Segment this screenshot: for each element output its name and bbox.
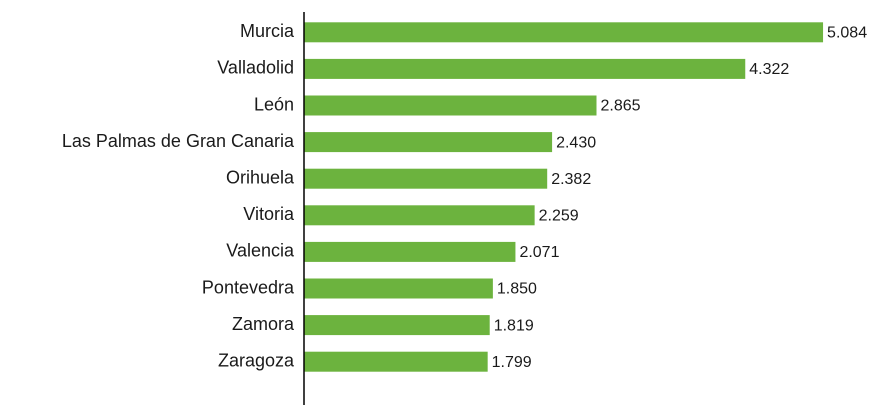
bar <box>304 351 488 372</box>
bar <box>304 132 553 153</box>
category-label: Las Palmas de Gran Canaria <box>62 131 295 151</box>
bar <box>304 315 490 336</box>
bar <box>304 95 597 116</box>
value-label: 2.382 <box>551 171 591 188</box>
bar <box>304 205 535 226</box>
value-label: 4.322 <box>749 61 789 78</box>
value-label: 1.850 <box>497 281 537 298</box>
bar <box>304 22 824 43</box>
category-label: León <box>254 94 294 114</box>
value-label: 2.259 <box>539 208 579 225</box>
bar <box>304 278 493 299</box>
category-label: Zamora <box>232 314 295 334</box>
value-label: 1.799 <box>492 354 532 371</box>
category-label: Valencia <box>226 241 295 261</box>
value-label: 2.071 <box>519 244 559 261</box>
category-label: Orihuela <box>226 167 295 187</box>
value-label: 5.084 <box>827 25 867 42</box>
bar <box>304 168 548 189</box>
category-label: Murcia <box>240 21 295 41</box>
value-label: 2.865 <box>601 98 641 115</box>
bar <box>304 58 746 79</box>
category-label: Vitoria <box>243 204 295 224</box>
category-label: Valladolid <box>217 58 294 78</box>
bar <box>304 241 516 262</box>
value-label: 2.430 <box>556 134 596 151</box>
category-label: Zaragoza <box>218 350 295 370</box>
category-label: Pontevedra <box>202 277 295 297</box>
value-label: 1.819 <box>494 317 534 334</box>
